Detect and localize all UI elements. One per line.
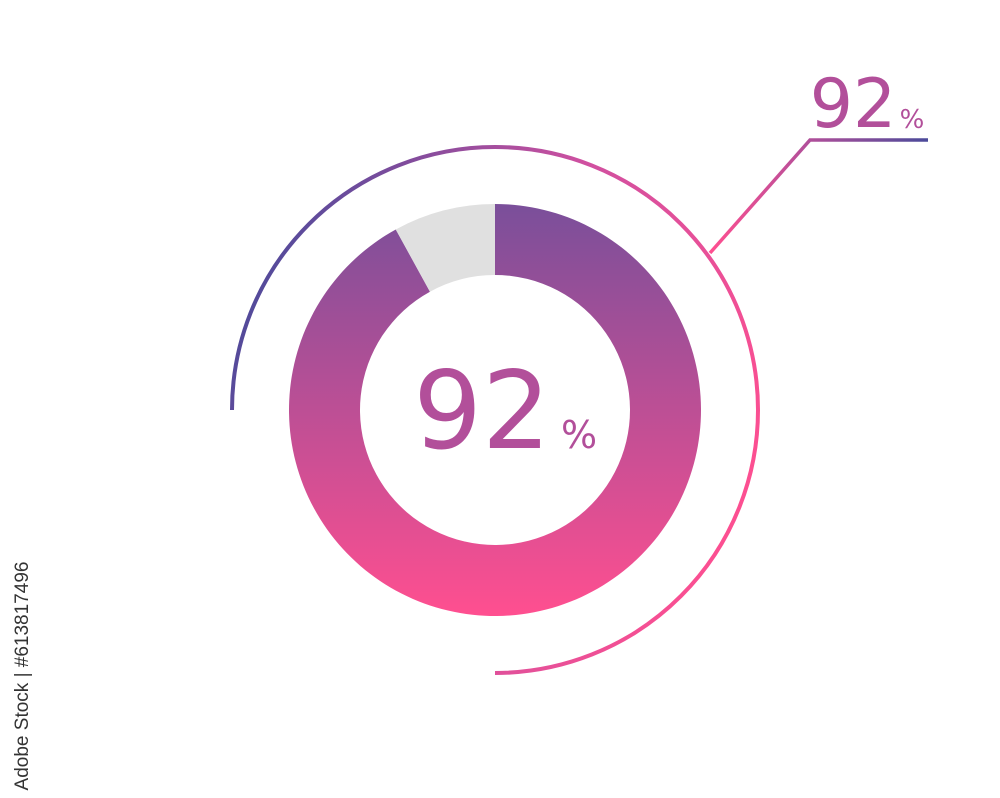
donut-slice-remainder: [395, 204, 495, 292]
center-value: 92: [413, 349, 550, 474]
callout-unit: %: [900, 105, 925, 135]
donut-slice-filled: [288, 204, 701, 616]
outer-decorative-arc: [230, 145, 760, 675]
center-unit: %: [561, 413, 597, 457]
callout-value: 92: [810, 65, 897, 144]
callout-leader-line: [708, 138, 928, 255]
stock-credit: Adobe Stock | #613817496: [12, 561, 33, 791]
